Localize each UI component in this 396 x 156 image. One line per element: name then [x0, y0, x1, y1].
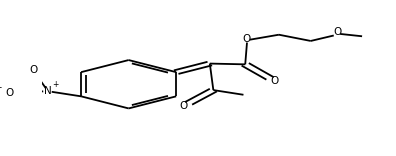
Text: O: O: [6, 88, 14, 98]
Text: O: O: [179, 101, 187, 112]
Text: O: O: [29, 65, 37, 75]
Text: +: +: [52, 80, 59, 89]
Text: O: O: [270, 76, 278, 86]
Text: O: O: [243, 34, 251, 44]
Text: O: O: [333, 27, 341, 37]
Text: −: −: [0, 83, 2, 91]
Text: N: N: [44, 86, 51, 96]
